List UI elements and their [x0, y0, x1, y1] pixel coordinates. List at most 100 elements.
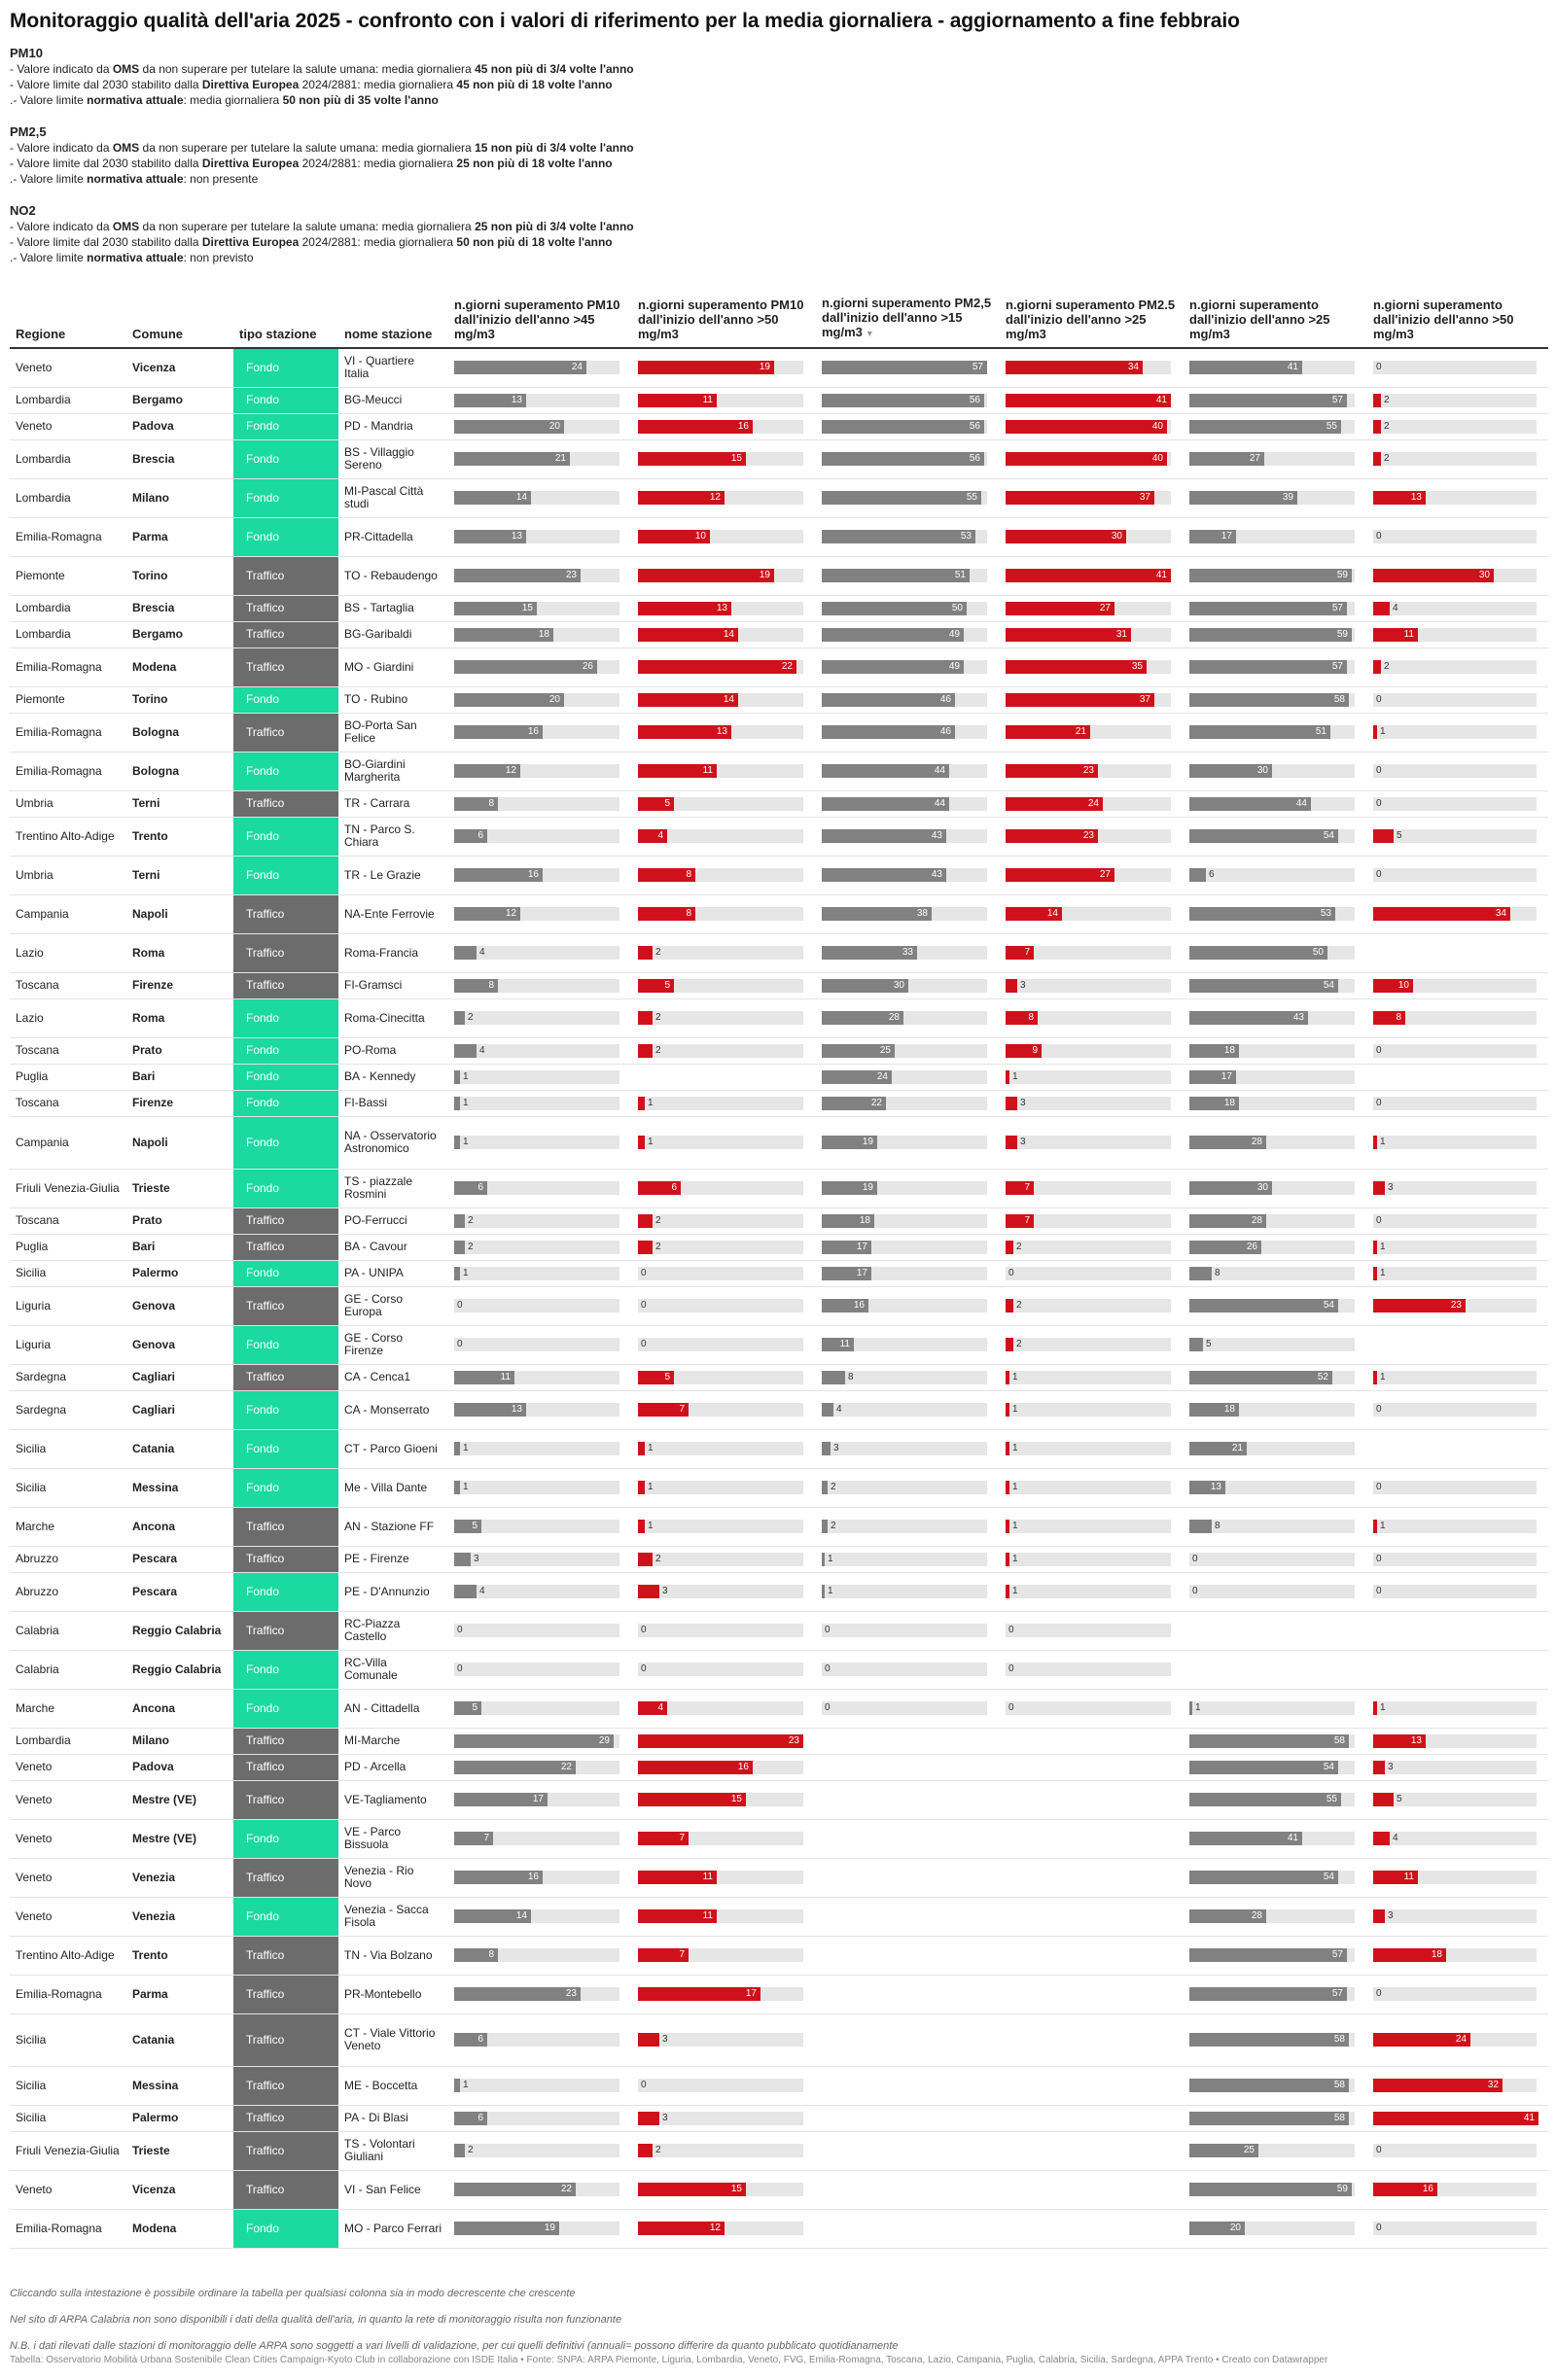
bar-value-label: 0: [1192, 1586, 1198, 1596]
cell-comune: Palermo: [126, 1260, 233, 1287]
cell-regione: Sardegna: [10, 1390, 126, 1430]
bar-track: 0: [1373, 1096, 1537, 1110]
bar-value-label: 0: [1376, 1586, 1382, 1596]
column-header-pm10_50[interactable]: n.giorni superamento PM10 dall'inizio de…: [631, 288, 815, 349]
cell-pm10_50: 0: [631, 1260, 815, 1287]
bar-value-label: 56: [969, 394, 980, 405]
cell-pm25_15: 57: [815, 348, 999, 388]
table-row: Emilia-Romagna Parma Fondo PR-Cittadella 13 1…: [10, 517, 1548, 557]
cell-pm25_25: [999, 2013, 1183, 2067]
cell-pm10_45: 1: [447, 1090, 631, 1117]
bar-value-label: 16: [737, 1761, 749, 1772]
bar-value-label: 11: [1403, 628, 1414, 640]
cell-comune: Terni: [126, 790, 233, 818]
cell-tipo-stazione: Traffico: [233, 1507, 338, 1547]
column-header-pm25_15[interactable]: n.giorni superamento PM2,5 dall'inizio d…: [815, 288, 999, 349]
bar-track: 49: [822, 660, 987, 674]
bar-value-label: 4: [657, 830, 663, 841]
bar-track: 13: [638, 601, 803, 615]
bar-track: 8: [638, 868, 803, 882]
cell-pm25_15: 1: [815, 1572, 999, 1612]
cell-no2_50: 0: [1366, 1468, 1548, 1508]
cell-pm25_25: 41: [999, 556, 1183, 596]
cell-pm25_25: 1: [999, 1507, 1183, 1547]
note-heading: PM10: [10, 46, 43, 60]
bar-track: 0: [638, 1624, 803, 1637]
cell-regione: Puglia: [10, 1064, 126, 1091]
bar-pm10_50: [638, 2111, 659, 2125]
cell-nome-stazione: BO-Giardini Margherita: [338, 752, 447, 791]
bar-track: 57: [1189, 660, 1355, 674]
bar-value-label: 27: [1249, 453, 1260, 464]
column-header-tipo[interactable]: tipo stazione: [233, 288, 338, 349]
bar-pm10_45: [454, 1909, 531, 1923]
cell-tipo-stazione: Fondo: [233, 1390, 338, 1430]
column-header-pm25_25[interactable]: n.giorni superamento PM2.5 dall'inizio d…: [999, 288, 1183, 349]
bar-value-label: 1: [1380, 1371, 1386, 1382]
cell-tipo-stazione: Fondo: [233, 2209, 338, 2249]
column-header-pm10_45[interactable]: n.giorni superamento PM10 dall'inizio de…: [447, 288, 631, 349]
bar-value-label: 2: [1016, 1241, 1022, 1252]
bar-value-label: 6: [477, 1182, 483, 1193]
bar-value-label: 7: [679, 1833, 685, 1843]
bar-pm10_45: [454, 1370, 514, 1384]
cell-nome-stazione: RC-Piazza Castello: [338, 1611, 447, 1651]
cell-pm25_15: [815, 2131, 999, 2171]
bar-track: 7: [1006, 1213, 1171, 1228]
column-header-no2_50[interactable]: n.giorni superamento dall'inizio dell'an…: [1366, 288, 1548, 349]
sort-desc-icon: ▼: [865, 329, 874, 338]
cell-no2_25: 5: [1183, 1325, 1366, 1365]
cell-tipo-stazione: Fondo: [233, 1064, 338, 1091]
bar-pm25_15: [822, 361, 987, 375]
table-row: Veneto Vicenza Fondo VI - Quartiere Italia 2…: [10, 348, 1548, 388]
bar-value-label: 7: [1024, 947, 1030, 958]
cell-nome-stazione: FI-Gramsci: [338, 972, 447, 999]
bar-pm10_50: [638, 764, 717, 778]
cell-no2_50: 0: [1366, 1208, 1548, 1235]
cell-pm25_15: 2: [815, 1468, 999, 1508]
cell-comune: Ancona: [126, 1507, 233, 1547]
bar-track: 1: [1006, 1442, 1171, 1455]
cell-pm25_15: 28: [815, 998, 999, 1038]
bar-track: 28: [1189, 1213, 1355, 1228]
bar-track: 0: [1373, 692, 1537, 707]
bar-value-label: 8: [1215, 1521, 1220, 1531]
bar-value-label: 2: [655, 1044, 661, 1056]
bar-track: 14: [454, 1909, 619, 1923]
bar-no2_25: [1189, 1338, 1203, 1351]
bar-value-label: 22: [781, 661, 793, 672]
bar-track: 0: [1006, 1701, 1171, 1715]
cell-pm25_15: 49: [815, 621, 999, 648]
cell-tipo-stazione: Fondo: [233, 817, 338, 857]
column-header-stazione[interactable]: nome stazione: [338, 288, 447, 349]
column-header-regione[interactable]: Regione: [10, 288, 126, 349]
bar-pm10_45: [454, 1136, 460, 1149]
bar-value-label: 15: [730, 1794, 742, 1804]
bar-pm25_25: [1006, 627, 1131, 642]
bar-track: 41: [1006, 393, 1171, 407]
column-header-comune[interactable]: Comune: [126, 288, 233, 349]
cell-pm10_50: 0: [631, 1325, 815, 1365]
cell-nome-stazione: BS - Tartaglia: [338, 595, 447, 622]
cell-regione: Veneto: [10, 413, 126, 440]
table-row: Liguria Genova Fondo GE - Corso Firenze 0 0 11…: [10, 1325, 1548, 1365]
bar-value-label: 2: [831, 1521, 836, 1531]
column-header-no2_25[interactable]: n.giorni superamento dall'inizio dell'an…: [1183, 288, 1366, 349]
bar-value-label: 43: [931, 869, 942, 880]
bar-value-label: 12: [505, 908, 516, 919]
bar-track: 18: [454, 627, 619, 642]
cell-comune: Ancona: [126, 1689, 233, 1729]
cell-nome-stazione: Me - Villa Dante: [338, 1468, 447, 1508]
bar-no2_25: [1189, 1213, 1266, 1228]
cell-no2_50: 23: [1366, 1286, 1548, 1326]
cell-no2_25: 0: [1183, 1572, 1366, 1612]
bar-track: 5: [1373, 1793, 1537, 1806]
bar-pm10_50: [638, 1760, 753, 1774]
cell-pm10_50: 11: [631, 1897, 815, 1937]
bar-track: 19: [822, 1181, 987, 1195]
cell-pm10_45: 14: [447, 478, 631, 518]
cell-regione: Lombardia: [10, 387, 126, 414]
table-row: Campania Napoli Traffico NA-Ente Ferrovie 12…: [10, 894, 1548, 934]
bar-value-label: 2: [655, 947, 661, 958]
bar-track: 0: [1373, 1213, 1537, 1228]
